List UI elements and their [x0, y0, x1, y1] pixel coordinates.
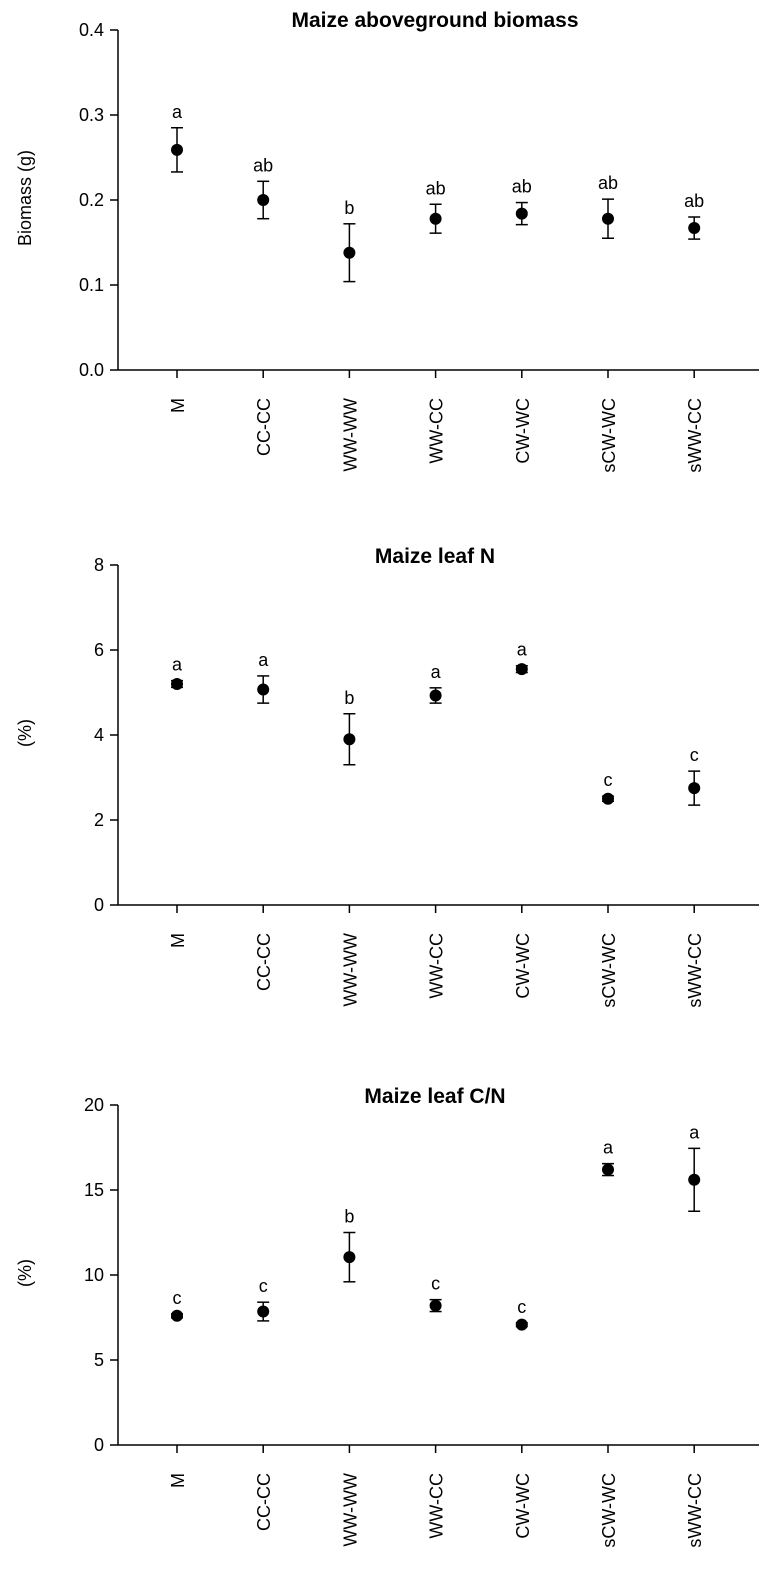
x-tick-label: sCW-WC — [599, 933, 619, 1008]
x-tick-label: CW-WC — [513, 933, 533, 999]
significance-letter: b — [344, 1207, 354, 1227]
x-tick-label: WW-CC — [427, 1473, 447, 1539]
data-point — [429, 689, 442, 702]
y-tick-label: 20 — [84, 1095, 104, 1115]
x-tick-label: WW-CC — [427, 398, 447, 464]
data-point — [602, 792, 614, 805]
y-tick-label: 0.4 — [79, 20, 104, 40]
y-tick-label: 4 — [94, 725, 104, 745]
x-tick-label: sCW-WC — [599, 1473, 619, 1548]
data-point — [171, 143, 183, 156]
significance-letter: b — [344, 198, 354, 218]
x-tick-label: M — [168, 398, 188, 413]
data-point — [688, 222, 701, 235]
significance-letter: c — [604, 770, 613, 790]
data-point — [171, 1309, 183, 1322]
x-tick-label: sWW-CC — [685, 398, 705, 473]
significance-letter: a — [172, 655, 183, 675]
data-point — [688, 782, 701, 795]
significance-letter: c — [690, 745, 699, 765]
chart-panel-1: Maize aboveground biomass 0.0 0.1 0.2 0.3 0.4… — [15, 9, 759, 473]
y-tick-label: 0 — [94, 895, 104, 915]
data-point — [515, 1318, 528, 1331]
y-tick-label: 10 — [84, 1265, 104, 1285]
data-point — [257, 1305, 270, 1318]
y-tick-label: 15 — [84, 1180, 104, 1200]
data-point — [257, 683, 270, 696]
data-point — [688, 1173, 701, 1186]
significance-letter: ab — [253, 155, 273, 175]
significance-letter: c — [173, 1288, 182, 1308]
y-tick-label: 0 — [94, 1435, 104, 1455]
significance-letter: a — [431, 662, 442, 682]
y-tick-label: 0.0 — [79, 360, 104, 380]
x-tick-label: WW-CC — [427, 933, 447, 999]
y-tick-label: 0.2 — [79, 190, 104, 210]
data-point — [429, 212, 442, 225]
x-tick-label: WW-WW — [340, 1473, 360, 1547]
x-tick-label: sCW-WC — [599, 398, 619, 473]
significance-letter: ab — [684, 191, 704, 211]
chart-title: Maize aboveground biomass — [291, 9, 578, 32]
x-tick-label: CW-WC — [513, 1473, 533, 1539]
chart-panel-2: Maize leaf N 0 2 4 6 8 (%) Ma CC-CC a WW-WW b WW-CC a… — [15, 545, 759, 1008]
y-axis-label: (%) — [15, 1259, 35, 1287]
data-point — [429, 1299, 442, 1312]
x-tick-label: M — [168, 1473, 188, 1488]
significance-letter: a — [258, 650, 269, 670]
significance-letter: a — [517, 640, 528, 660]
chart-title: Maize leaf N — [375, 545, 495, 568]
x-tick-label: WW-WW — [340, 933, 360, 1007]
y-axis-label: (%) — [15, 719, 35, 747]
x-tick-label: sWW-CC — [685, 1473, 705, 1548]
chart-title: Maize leaf C/N — [364, 1085, 505, 1108]
data-point — [515, 207, 528, 220]
significance-letter: a — [603, 1138, 614, 1158]
y-tick-label: 0.3 — [79, 105, 104, 125]
y-axis-label: Biomass (g) — [15, 150, 35, 246]
data-point — [343, 733, 356, 746]
significance-letter: ab — [598, 173, 618, 193]
y-tick-label: 8 — [94, 555, 104, 575]
significance-letter: ab — [512, 177, 532, 197]
y-tick-label: 2 — [94, 810, 104, 830]
data-point — [602, 212, 614, 225]
significance-letter: a — [172, 102, 183, 122]
chart-panel-3: Maize leaf C/N 0 5 10 15 20 (%) Mc CC-CC c WW-WW b W… — [15, 1085, 759, 1548]
x-tick-label: CC-CC — [254, 933, 274, 991]
y-tick-label: 5 — [94, 1350, 104, 1370]
y-tick-label: 6 — [94, 640, 104, 660]
y-tick-label: 0.1 — [79, 275, 104, 295]
x-tick-label: M — [168, 933, 188, 948]
x-tick-label: sWW-CC — [685, 933, 705, 1008]
significance-letter: c — [259, 1276, 268, 1296]
significance-letter: ab — [426, 178, 446, 198]
x-tick-label: CW-WC — [513, 398, 533, 464]
data-point — [602, 1163, 614, 1176]
data-point — [515, 663, 528, 676]
significance-letter: a — [689, 1122, 700, 1142]
x-tick-label: CC-CC — [254, 1473, 274, 1531]
data-point — [343, 1251, 356, 1264]
data-point — [171, 678, 183, 690]
x-tick-label: CC-CC — [254, 398, 274, 456]
significance-letter: c — [431, 1274, 440, 1294]
data-point — [343, 246, 356, 259]
significance-letter: b — [344, 688, 354, 708]
x-tick-label: WW-WW — [340, 398, 360, 472]
data-point — [257, 194, 270, 206]
significance-letter: c — [517, 1297, 526, 1317]
